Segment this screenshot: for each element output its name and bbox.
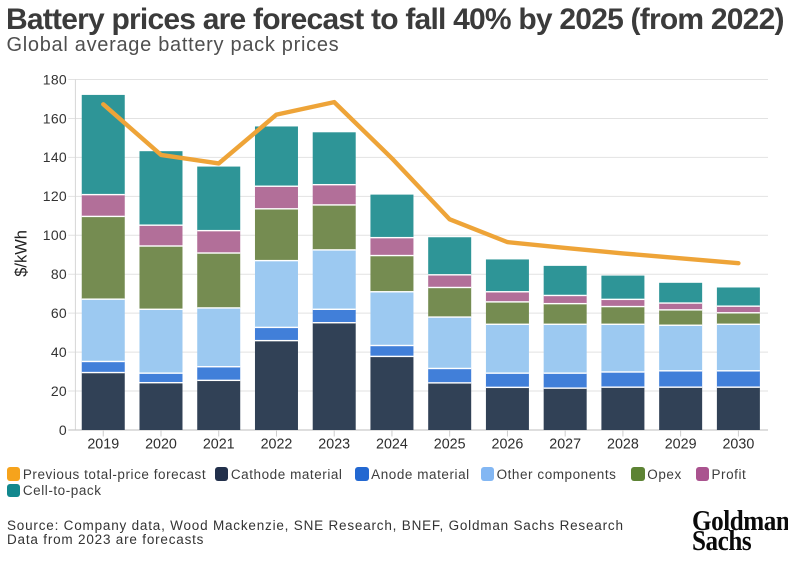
svg-text:2019: 2019 [87, 437, 119, 453]
svg-text:2028: 2028 [607, 437, 639, 453]
svg-text:2025: 2025 [434, 437, 466, 453]
svg-text:2026: 2026 [492, 437, 524, 453]
svg-text:20: 20 [51, 383, 67, 399]
svg-text:0: 0 [59, 422, 67, 438]
svg-text:180: 180 [43, 71, 67, 87]
svg-text:40: 40 [51, 344, 67, 360]
svg-text:60: 60 [51, 305, 67, 321]
svg-text:2021: 2021 [203, 437, 235, 453]
svg-text:$/kWh: $/kWh [13, 230, 31, 277]
svg-text:2022: 2022 [261, 437, 293, 453]
svg-text:2020: 2020 [145, 437, 177, 453]
svg-text:2029: 2029 [665, 437, 697, 453]
svg-text:2023: 2023 [318, 437, 350, 453]
svg-text:2027: 2027 [549, 437, 581, 453]
svg-text:160: 160 [43, 110, 67, 126]
svg-text:100: 100 [43, 227, 67, 243]
svg-text:2024: 2024 [376, 437, 408, 453]
svg-text:2030: 2030 [722, 437, 754, 453]
svg-text:140: 140 [43, 149, 67, 165]
svg-text:80: 80 [51, 266, 67, 282]
svg-text:120: 120 [43, 188, 67, 204]
